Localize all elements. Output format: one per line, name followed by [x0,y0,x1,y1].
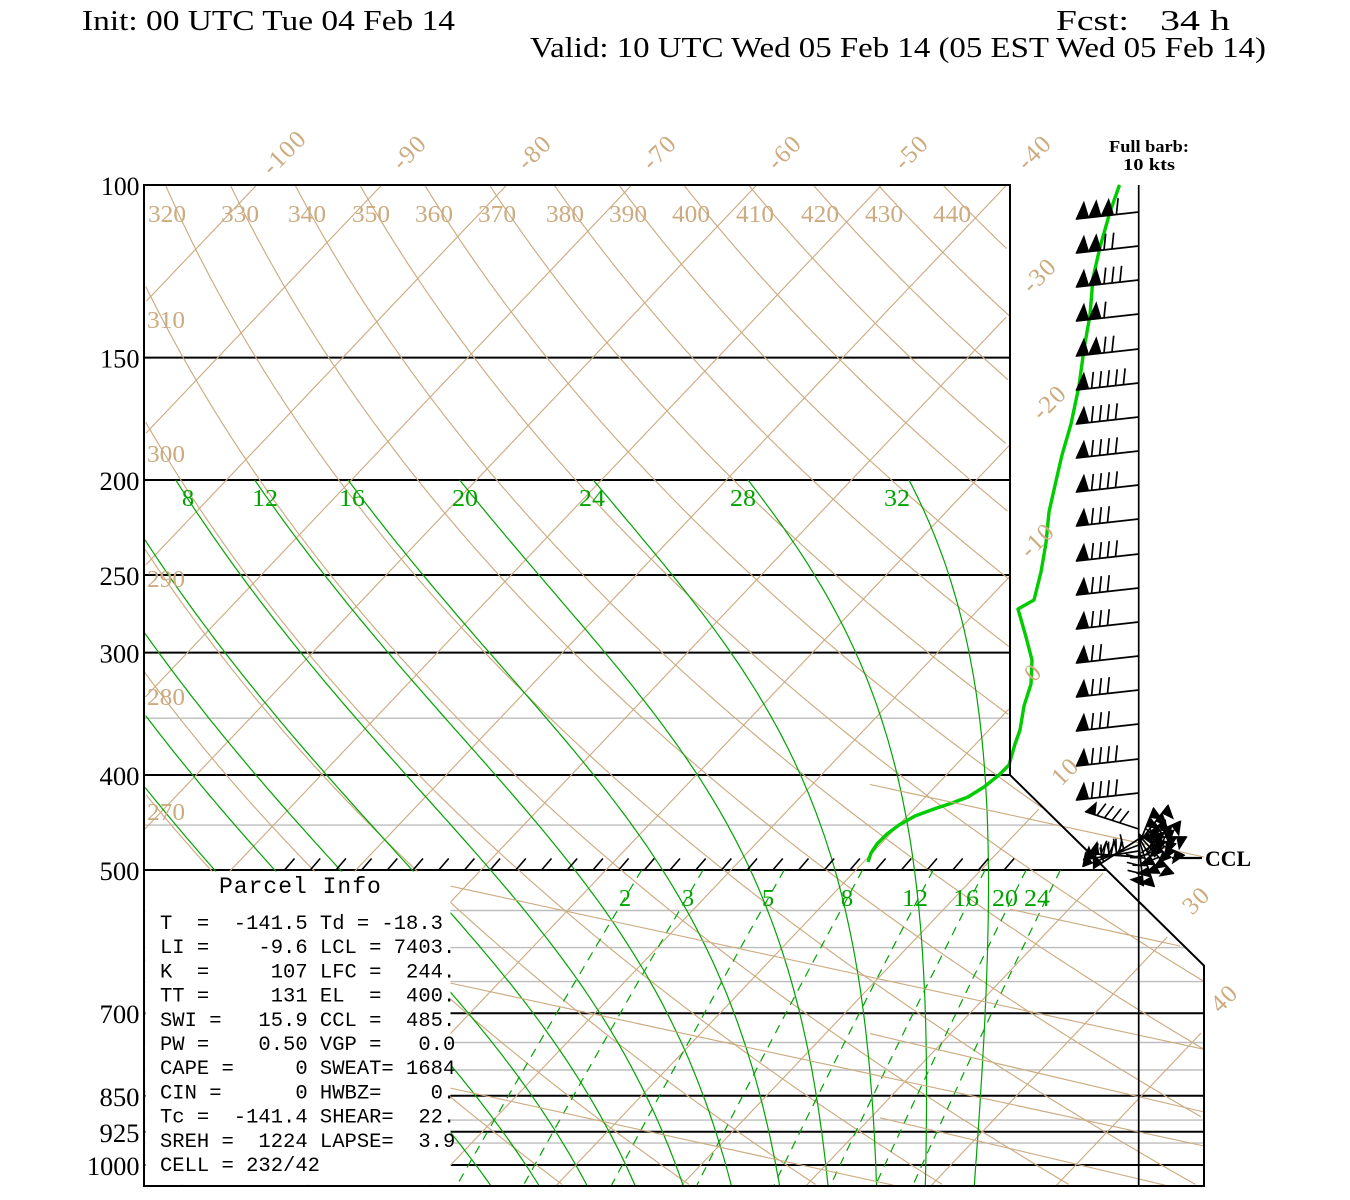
svg-text:300: 300 [147,441,185,468]
svg-text:350: 350 [352,201,390,228]
svg-text:34 h: 34 h [1160,6,1230,37]
svg-text:300: 300 [100,640,140,669]
svg-text:440: 440 [933,201,971,228]
svg-text:TT = 131 EL = 400.: TT = 131 EL = 400. [160,986,455,1009]
svg-text:320: 320 [148,201,186,228]
svg-text:PW = 0.50 VGP = 0.0: PW = 0.50 VGP = 0.0 [160,1034,455,1057]
svg-text:SWI = 15.9 CCL = 485.: SWI = 15.9 CCL = 485. [160,1010,455,1033]
svg-text:250: 250 [100,562,140,591]
svg-text:24: 24 [579,485,605,512]
svg-text:100: 100 [101,172,140,201]
svg-text:CELL = 232/42: CELL = 232/42 [160,1155,320,1178]
svg-text:380: 380 [546,201,584,228]
svg-text:200: 200 [100,467,140,496]
svg-text:500: 500 [100,857,140,886]
svg-text:SREH = 1224 LAPSE= 3.9: SREH = 1224 LAPSE= 3.9 [160,1131,455,1154]
svg-text:K = 107 LFC = 244.: K = 107 LFC = 244. [160,961,455,984]
svg-text:Fcst:: Fcst: [1056,6,1129,37]
svg-text:16: 16 [953,885,979,912]
svg-text:310: 310 [147,307,185,334]
svg-text:LI = -9.6 LCL = 7403.: LI = -9.6 LCL = 7403. [160,937,455,960]
svg-text:12: 12 [902,885,928,912]
svg-text:5: 5 [762,885,774,912]
svg-text:370: 370 [478,201,516,228]
svg-text:150: 150 [100,345,140,374]
svg-text:CIN = 0 HWBZ= 0.: CIN = 0 HWBZ= 0. [160,1082,455,1105]
svg-text:925: 925 [100,1119,140,1148]
svg-text:1000: 1000 [87,1152,140,1181]
svg-text:Valid: 10 UTC Wed 05 Feb 14 (0: Valid: 10 UTC Wed 05 Feb 14 (05 EST Wed … [530,33,1266,64]
svg-text:280: 280 [147,684,185,711]
svg-text:Tc = -141.4 SHEAR= 22.: Tc = -141.4 SHEAR= 22. [160,1107,455,1130]
svg-text:340: 340 [288,201,326,228]
svg-text:3: 3 [682,885,694,912]
svg-text:10 kts: 10 kts [1123,155,1175,174]
svg-text:360: 360 [415,201,453,228]
svg-text:700: 700 [100,1000,140,1029]
svg-text:410: 410 [736,201,774,228]
svg-text:290: 290 [147,566,185,593]
svg-text:12: 12 [252,485,278,512]
svg-text:CAPE = 0 SWEAT= 1684: CAPE = 0 SWEAT= 1684 [160,1058,455,1081]
svg-text:24: 24 [1024,885,1050,912]
svg-text:28: 28 [730,485,756,512]
svg-text:Init: 00 UTC Tue 04 Feb 14: Init: 00 UTC Tue 04 Feb 14 [82,6,455,37]
svg-text:270: 270 [147,799,185,826]
svg-text:8: 8 [841,885,853,912]
svg-text:850: 850 [100,1083,140,1112]
svg-text:Full barb:: Full barb: [1109,137,1189,156]
svg-text:420: 420 [801,201,839,228]
svg-text:430: 430 [865,201,903,228]
svg-text:32: 32 [884,485,910,512]
svg-text:400: 400 [672,201,710,228]
svg-text:CCL: CCL [1205,846,1251,871]
svg-text:8: 8 [182,485,194,512]
svg-text:390: 390 [609,201,647,228]
svg-text:Parcel Info: Parcel Info [219,874,382,900]
svg-text:330: 330 [221,201,259,228]
svg-text:20: 20 [452,485,478,512]
svg-text:20: 20 [992,885,1018,912]
svg-text:T = -141.5 Td = -18.3: T = -141.5 Td = -18.3 [160,913,443,936]
svg-text:2: 2 [619,885,631,912]
svg-text:400: 400 [100,762,140,791]
svg-text:16: 16 [339,485,365,512]
